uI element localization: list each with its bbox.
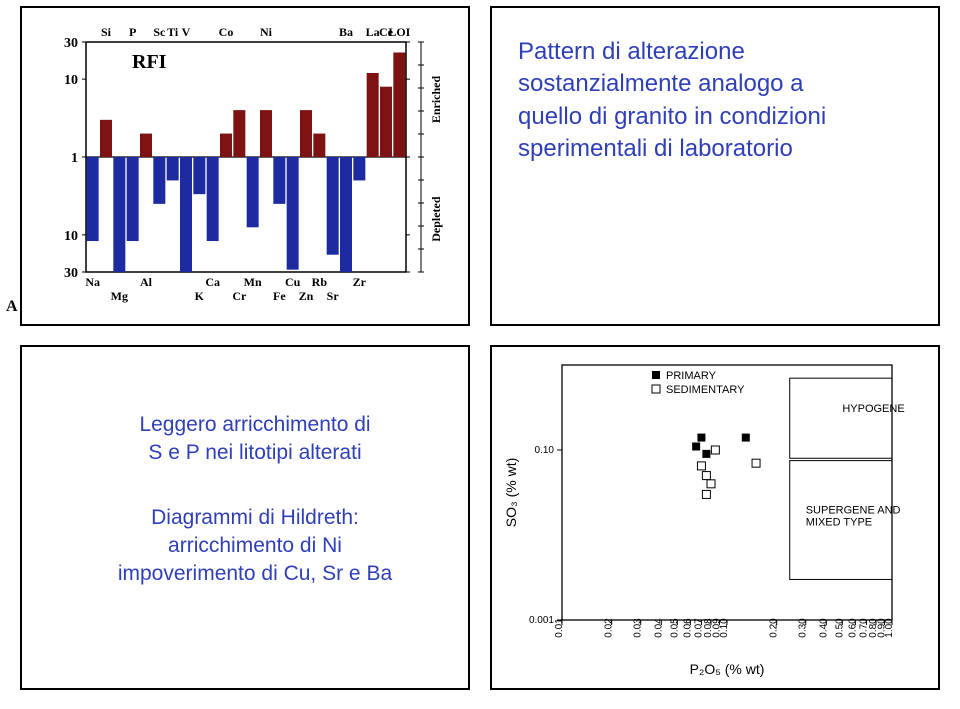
svg-text:P₂O₅ (% wt): P₂O₅ (% wt) — [690, 661, 765, 677]
svg-text:Ti: Ti — [167, 25, 179, 39]
svg-text:Depleted: Depleted — [429, 196, 443, 242]
page: 30 10 1 10 30 Enriched Depleted RFI Si P ScTiV Co Ni… — [0, 0, 960, 709]
svg-text:10: 10 — [64, 73, 78, 88]
svg-text:0.01: 0.01 — [554, 618, 565, 638]
svg-text:HYPOGENE: HYPOGENE — [842, 403, 904, 415]
enrichment-text-1: Leggero arricchimento di S e P nei litot… — [22, 347, 468, 468]
svg-text:Rb: Rb — [312, 275, 328, 289]
svg-text:Sc: Sc — [153, 25, 166, 39]
svg-text:0.20: 0.20 — [769, 618, 780, 638]
svg-text:Co: Co — [219, 25, 234, 39]
alteration-text-panel: Pattern di alterazione sostanzialmente a… — [490, 6, 940, 326]
line: S e P nei litotipi alterati — [148, 441, 361, 464]
enrichment-text-2: Diagrammi di Hildreth: arricchimento di … — [22, 468, 468, 589]
svg-text:0.001: 0.001 — [529, 615, 554, 626]
svg-text:1: 1 — [71, 151, 78, 166]
svg-text:Cu: Cu — [285, 275, 301, 289]
svg-text:1.00: 1.00 — [884, 618, 895, 638]
svg-text:0.03: 0.03 — [633, 618, 644, 638]
svg-text:Zn: Zn — [299, 289, 314, 303]
svg-text:0.50: 0.50 — [834, 618, 845, 638]
svg-text:0.10: 0.10 — [535, 445, 555, 456]
svg-text:Zr: Zr — [353, 275, 367, 289]
line: Leggero arricchimento di — [139, 413, 370, 436]
svg-text:10: 10 — [64, 229, 78, 244]
enrichment-text-panel: Leggero arricchimento di S e P nei litot… — [20, 345, 470, 690]
svg-text:Ca: Ca — [205, 275, 220, 289]
svg-text:RFI: RFI — [132, 51, 167, 73]
svg-text:Enriched: Enriched — [429, 76, 443, 124]
svg-text:0.40: 0.40 — [818, 618, 829, 638]
line: Diagrammi di Hildreth: — [151, 506, 359, 529]
svg-text:La: La — [366, 25, 380, 39]
line: arricchimento di Ni — [168, 534, 342, 557]
panel-letter-A: A — [6, 298, 18, 316]
svg-text:Na: Na — [85, 275, 100, 289]
spider-chart-panel: 30 10 1 10 30 Enriched Depleted RFI Si P ScTiV Co Ni… — [20, 6, 470, 326]
svg-text:SEDIMENTARY: SEDIMENTARY — [666, 384, 745, 396]
svg-text:V: V — [182, 25, 191, 39]
line: Pattern di alterazione — [518, 38, 745, 65]
svg-text:Mg: Mg — [111, 289, 128, 303]
svg-text:K: K — [195, 289, 205, 303]
svg-text:0.02: 0.02 — [604, 618, 615, 638]
svg-text:Ni: Ni — [260, 25, 273, 39]
svg-text:0.05: 0.05 — [669, 618, 680, 638]
svg-text:30: 30 — [64, 266, 78, 281]
svg-text:0.30: 0.30 — [798, 618, 809, 638]
svg-text:PRIMARY: PRIMARY — [666, 370, 717, 382]
scatter-chart: 0.010.020.030.040.050.060.070.080.090.10… — [492, 347, 938, 688]
svg-text:P: P — [129, 25, 136, 39]
svg-text:MIXED TYPE: MIXED TYPE — [806, 516, 872, 528]
spider-chart: 30 10 1 10 30 Enriched Depleted RFI Si P ScTiV Co Ni… — [22, 8, 468, 324]
svg-text:Ba: Ba — [339, 25, 353, 39]
svg-text:LOI: LOI — [388, 25, 410, 39]
scatter-panel: 0.010.020.030.040.050.060.070.080.090.10… — [490, 345, 940, 690]
svg-text:Si: Si — [101, 25, 112, 39]
svg-text:30: 30 — [64, 36, 78, 51]
svg-text:SUPERGENE AND: SUPERGENE AND — [806, 504, 901, 516]
svg-text:SO₃ (% wt): SO₃ (% wt) — [503, 458, 519, 527]
svg-text:Fe: Fe — [273, 289, 286, 303]
svg-text:0.60: 0.60 — [847, 618, 858, 638]
svg-text:0.10: 0.10 — [719, 618, 730, 638]
line: impoverimento di Cu, Sr e Ba — [118, 562, 392, 585]
line: quello di granito in condizioni — [518, 103, 826, 130]
svg-text:Sr: Sr — [327, 289, 340, 303]
svg-text:Cr: Cr — [232, 289, 247, 303]
svg-text:0.04: 0.04 — [653, 618, 664, 638]
alteration-text: Pattern di alterazione sostanzialmente a… — [492, 8, 938, 166]
svg-text:0.06: 0.06 — [682, 618, 693, 638]
line: sperimentali di laboratorio — [518, 135, 793, 162]
line: sostanzialmente analogo a — [518, 70, 804, 97]
svg-text:Mn: Mn — [244, 275, 262, 289]
svg-text:Al: Al — [140, 275, 153, 289]
